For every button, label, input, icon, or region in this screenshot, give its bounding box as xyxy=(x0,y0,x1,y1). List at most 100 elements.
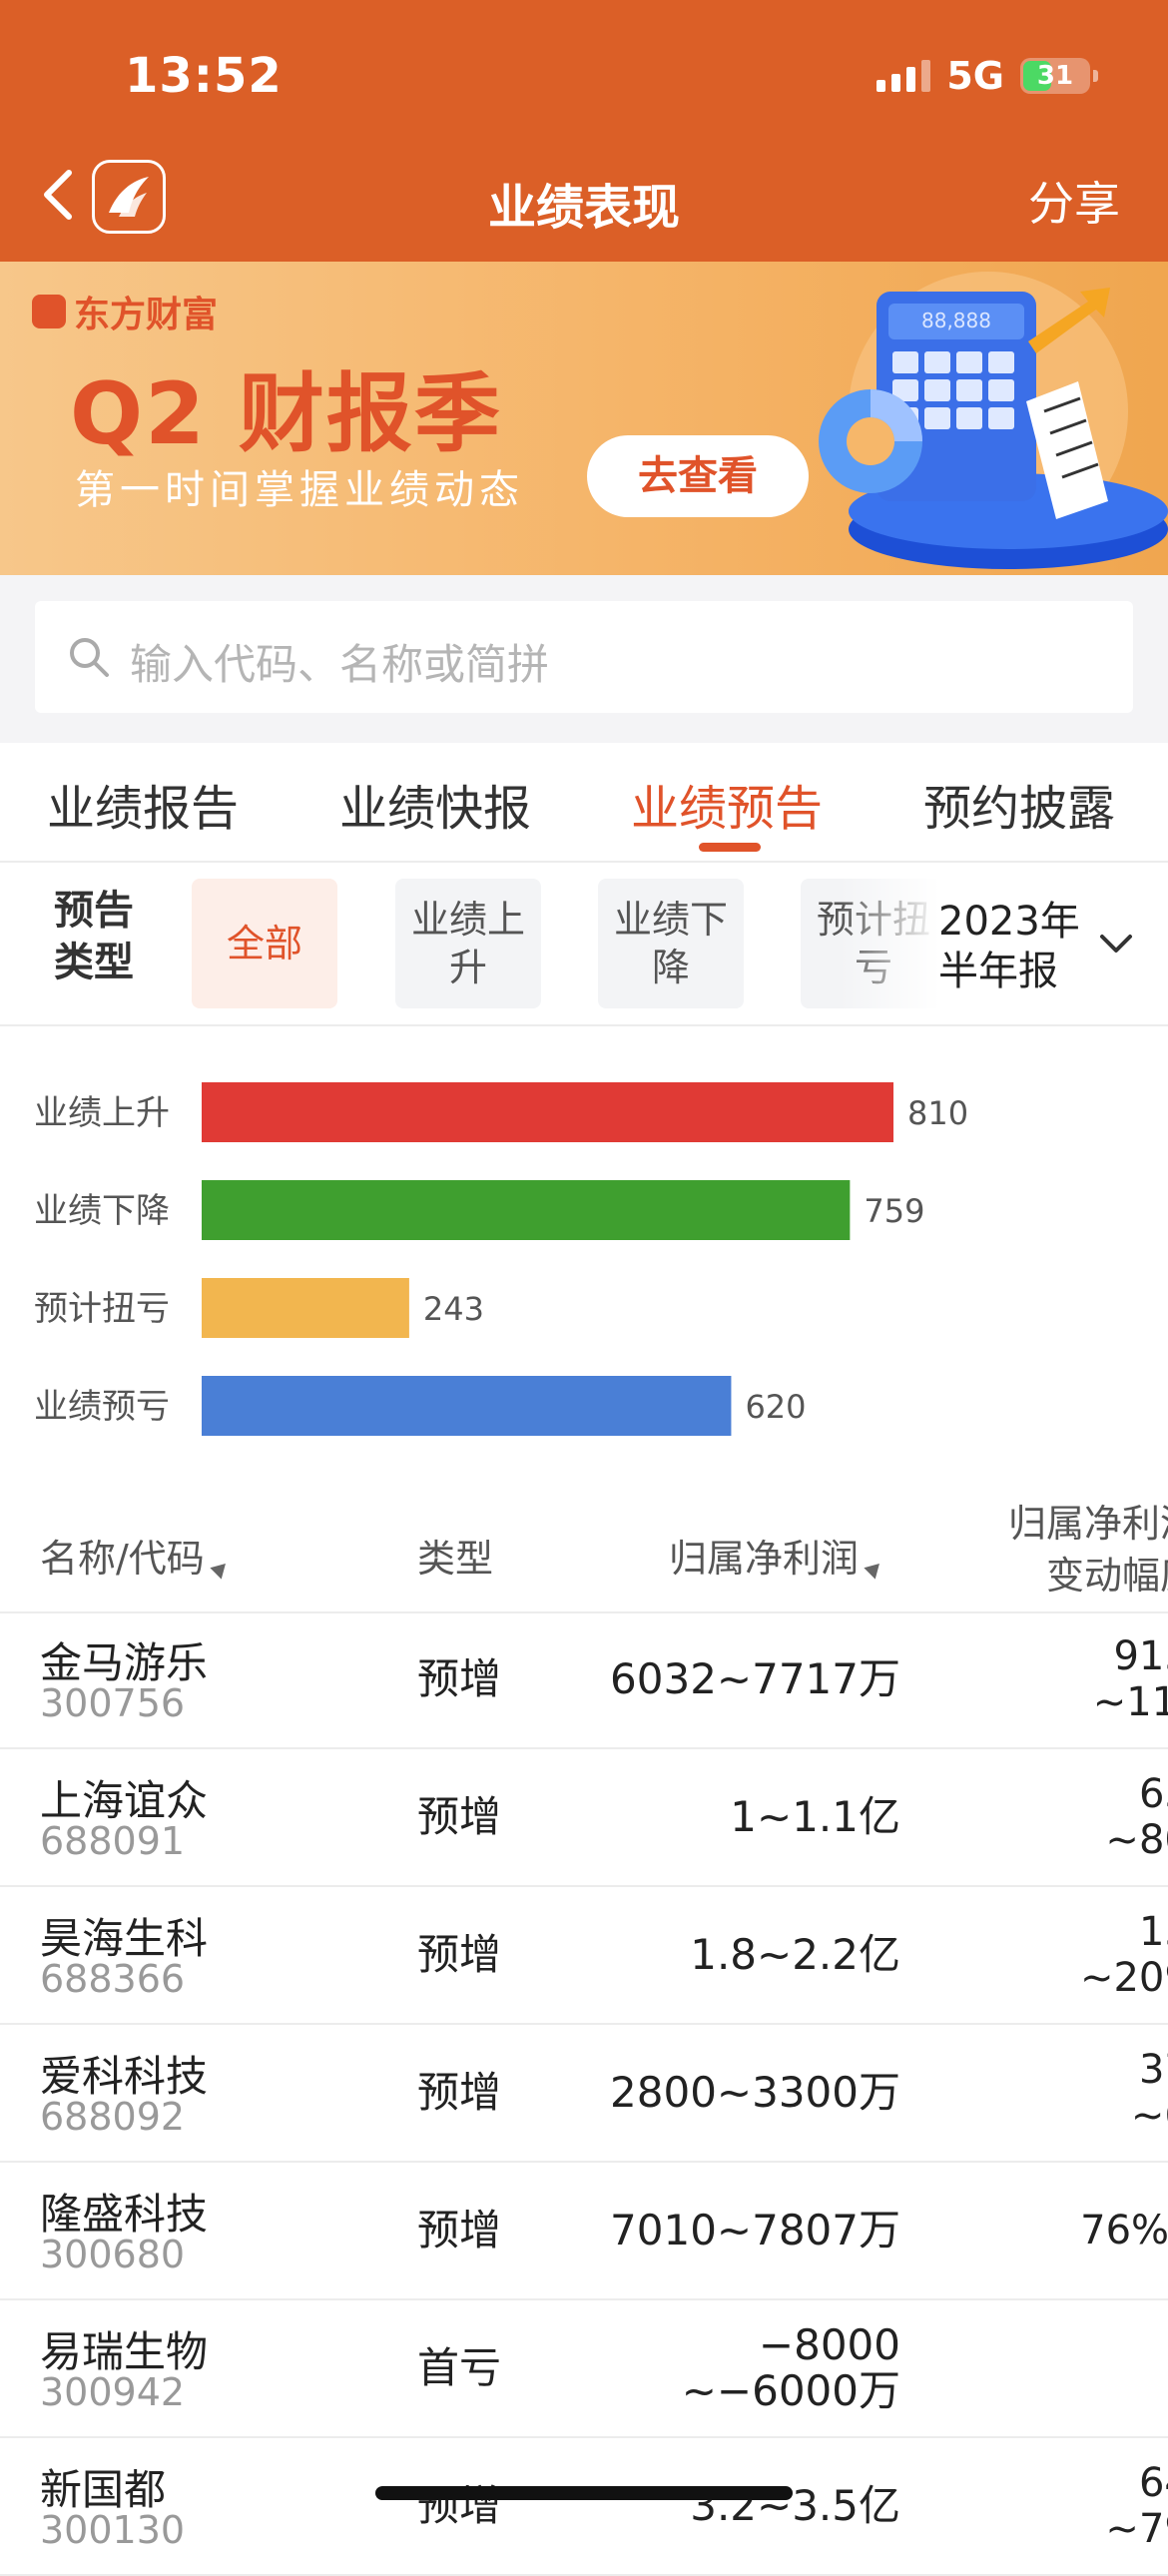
signal-icon xyxy=(876,60,931,92)
bar-label: 业绩上升 xyxy=(34,1093,170,1133)
bar xyxy=(202,1278,409,1338)
stock-name: 金马游乐 xyxy=(40,1638,209,1687)
stock-name: 新国都 xyxy=(40,2465,167,2514)
header-name[interactable]: 名称/代码 xyxy=(40,1528,232,1583)
tab-express[interactable]: 业绩快报 xyxy=(339,781,532,837)
calculator-illustration: 88,888 xyxy=(819,272,1168,569)
net-profit: 6032~7717万 xyxy=(610,1654,900,1703)
view-now-button[interactable]: 去查看 xyxy=(587,435,809,517)
net-profit: 7010~7807万 xyxy=(610,2206,900,2254)
share-button[interactable]: 分享 xyxy=(1028,177,1120,231)
calculator-display: 88,888 xyxy=(921,309,991,332)
stock-code: 300130 xyxy=(40,2508,186,2552)
profit-change: 153. ~209.7 xyxy=(1079,1909,1168,2001)
forecast-type-chart: 业绩上升 810 业绩下降 759 预计扭亏 243 业绩预亏 620 xyxy=(0,1038,1168,1478)
stock-code: 688366 xyxy=(40,1957,186,2001)
promo-banner[interactable]: 东方财富 Q2 财报季 第一时间掌握业绩动态 88,888 去查看 xyxy=(0,262,1168,575)
header-type: 类型 xyxy=(417,1537,494,1581)
filter-label: 预告类型 xyxy=(54,888,134,985)
chip-rise[interactable]: 业绩上升 xyxy=(395,879,541,1008)
profit-change: 63.9 ~80.3 xyxy=(1105,1771,1168,1863)
brand-logo-icon xyxy=(32,295,66,328)
profit-change: 37.5 ~62. xyxy=(1130,2047,1168,2139)
net-profit: 1~1.1亿 xyxy=(730,1792,900,1841)
forecast-type: 预增 xyxy=(417,2068,502,2117)
bar xyxy=(202,1376,732,1436)
header-change[interactable]: 归属净利润变动幅度 xyxy=(1008,1502,1168,1598)
chevron-down-icon[interactable] xyxy=(1098,933,1134,957)
forecast-type: 预增 xyxy=(417,2206,502,2254)
back-icon[interactable] xyxy=(35,165,79,225)
top-bar: 13:52 5G 31 业绩表现 分享 xyxy=(0,0,1168,262)
net-profit: 2800~3300万 xyxy=(610,2068,900,2117)
table-header: 名称/代码 类型 归属净利润 归属净利润变动幅度 xyxy=(0,1488,1168,1613)
stock-name: 易瑞生物 xyxy=(40,2327,209,2376)
app-logo-icon[interactable] xyxy=(92,160,166,234)
network-label: 5G xyxy=(946,54,1004,98)
category-tabs: 业绩报告 业绩快报 业绩预告 预约披露 xyxy=(0,743,1168,863)
profit-change: 64.4 ~79.9 xyxy=(1105,2460,1168,2552)
header-name-label: 名称/代码 xyxy=(40,1537,205,1581)
banner-brand: 东方财富 xyxy=(32,286,218,337)
period-selector[interactable]: 2023年半年报 xyxy=(938,897,1088,996)
chip-all[interactable]: 全部 xyxy=(192,879,337,1008)
forecast-type: 预增 xyxy=(417,1654,502,1703)
forecast-type: 预增 xyxy=(417,1930,502,1979)
bar xyxy=(202,1180,851,1240)
stock-name: 隆盛科技 xyxy=(40,2190,209,2239)
stock-code: 300680 xyxy=(40,2233,186,2276)
tab-disclosure[interactable]: 预约披露 xyxy=(923,781,1116,837)
header-profit-label: 归属净利润 xyxy=(669,1537,860,1581)
banner-subtitle: 第一时间掌握业绩动态 xyxy=(75,467,524,513)
stock-name: 爱科科技 xyxy=(40,2052,209,2101)
bar-label: 业绩下降 xyxy=(34,1191,170,1231)
home-indicator xyxy=(375,2486,793,2500)
profit-change: 76%~9 xyxy=(1080,2208,1168,2254)
bar-label: 业绩预亏 xyxy=(34,1387,170,1427)
banner-title: Q2 财报季 xyxy=(70,364,502,464)
bar-value: 620 xyxy=(745,1388,806,1426)
stock-code: 688092 xyxy=(40,2095,186,2139)
battery-level: 31 xyxy=(1036,61,1074,91)
table-row[interactable]: 易瑞生物 300942 首亏 −8000 ~−6000万 xyxy=(0,2300,1168,2438)
profit-change: 915.8 ~1199 xyxy=(1092,1633,1168,1725)
battery-icon: 31 xyxy=(1020,58,1098,94)
stock-code: 300942 xyxy=(40,2370,186,2414)
sort-icon xyxy=(864,1558,885,1580)
search-placeholder: 输入代码、名称或简拼 xyxy=(130,640,550,689)
chip-fall[interactable]: 业绩下降 xyxy=(598,879,744,1008)
search-area: 输入代码、名称或简拼 xyxy=(0,575,1168,743)
stock-name: 上海谊众 xyxy=(40,1776,209,1825)
net-profit: −8000 ~−6000万 xyxy=(681,2320,900,2415)
header-profit[interactable]: 归属净利润 xyxy=(669,1528,885,1583)
search-input[interactable]: 输入代码、名称或简拼 xyxy=(35,601,1133,713)
page-title: 业绩表现 xyxy=(487,180,680,236)
stock-name: 昊海生科 xyxy=(40,1914,209,1963)
net-profit: 1.8~2.2亿 xyxy=(690,1930,900,1979)
bar-value: 759 xyxy=(864,1192,924,1230)
banner-brand-text: 东方财富 xyxy=(74,295,219,335)
bar xyxy=(202,1082,893,1142)
active-tab-indicator xyxy=(699,843,761,852)
net-profit: 3.2~3.5亿 xyxy=(690,2481,900,2530)
bar-value: 243 xyxy=(423,1290,484,1328)
stock-code: 688091 xyxy=(40,1819,186,1863)
search-icon xyxy=(70,638,109,677)
tab-report[interactable]: 业绩报告 xyxy=(47,781,240,837)
bar-chart: 业绩上升 810 业绩下降 759 预计扭亏 243 业绩预亏 620 xyxy=(34,1082,968,1436)
bar-value: 810 xyxy=(907,1094,968,1132)
tab-forecast[interactable]: 业绩预告 xyxy=(631,781,824,837)
bar-label: 预计扭亏 xyxy=(34,1289,170,1329)
status-time: 13:52 xyxy=(125,48,283,104)
stock-code: 300756 xyxy=(40,1681,186,1725)
profit-change xyxy=(998,2300,1168,2436)
sort-icon xyxy=(210,1558,232,1580)
forecast-type: 预增 xyxy=(417,2481,502,2530)
